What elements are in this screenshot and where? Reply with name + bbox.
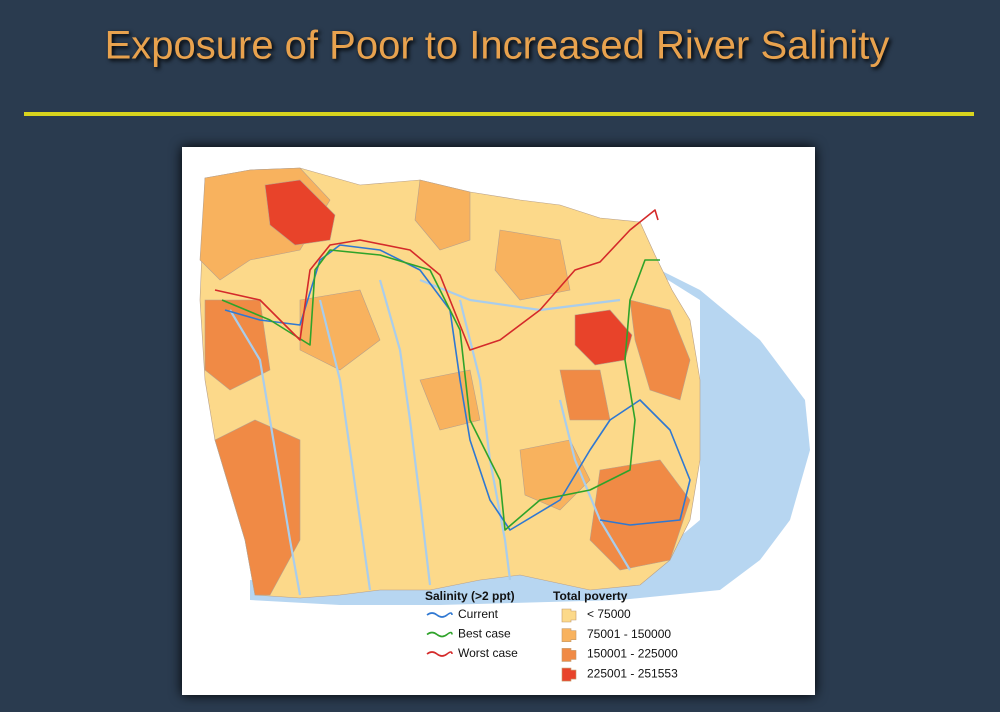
district — [264, 179, 336, 246]
legend-label: 225001 - 251553 — [587, 666, 678, 680]
district — [519, 439, 591, 511]
legend-label: Best case — [458, 627, 511, 641]
district — [414, 179, 471, 251]
map — [199, 167, 810, 605]
legend-label: Worst case — [458, 646, 518, 660]
legend-title: Salinity (>2 ppt) — [425, 589, 515, 603]
legend: Salinity (>2 ppt) Total poverty Current B… — [425, 589, 678, 682]
legend-swatch — [561, 628, 577, 642]
district — [419, 369, 481, 431]
legend-label: 75001 - 150000 — [587, 627, 671, 641]
salinity-line — [214, 209, 659, 351]
river — [378, 279, 432, 586]
legend-swatch — [561, 667, 577, 682]
slide-title: Exposure of Poor to Increased River Sali… — [105, 24, 890, 68]
river — [229, 309, 302, 596]
legend-line — [426, 612, 453, 618]
river — [419, 278, 621, 312]
legend-label: 150001 - 225000 — [587, 647, 678, 661]
district — [299, 289, 381, 371]
legend-swatch — [561, 648, 577, 662]
river — [318, 299, 372, 591]
salinity-line — [221, 249, 660, 531]
title-rule — [24, 112, 974, 116]
legend-swatch — [561, 608, 577, 623]
legend-label: Current — [458, 607, 499, 621]
legend-label: < 75000 — [587, 607, 631, 621]
district — [629, 299, 691, 401]
legend-title: Total poverty — [553, 589, 628, 603]
legend-line — [426, 651, 453, 657]
district — [589, 459, 691, 571]
district — [494, 229, 571, 301]
district — [204, 299, 271, 391]
legend-line — [426, 631, 453, 638]
